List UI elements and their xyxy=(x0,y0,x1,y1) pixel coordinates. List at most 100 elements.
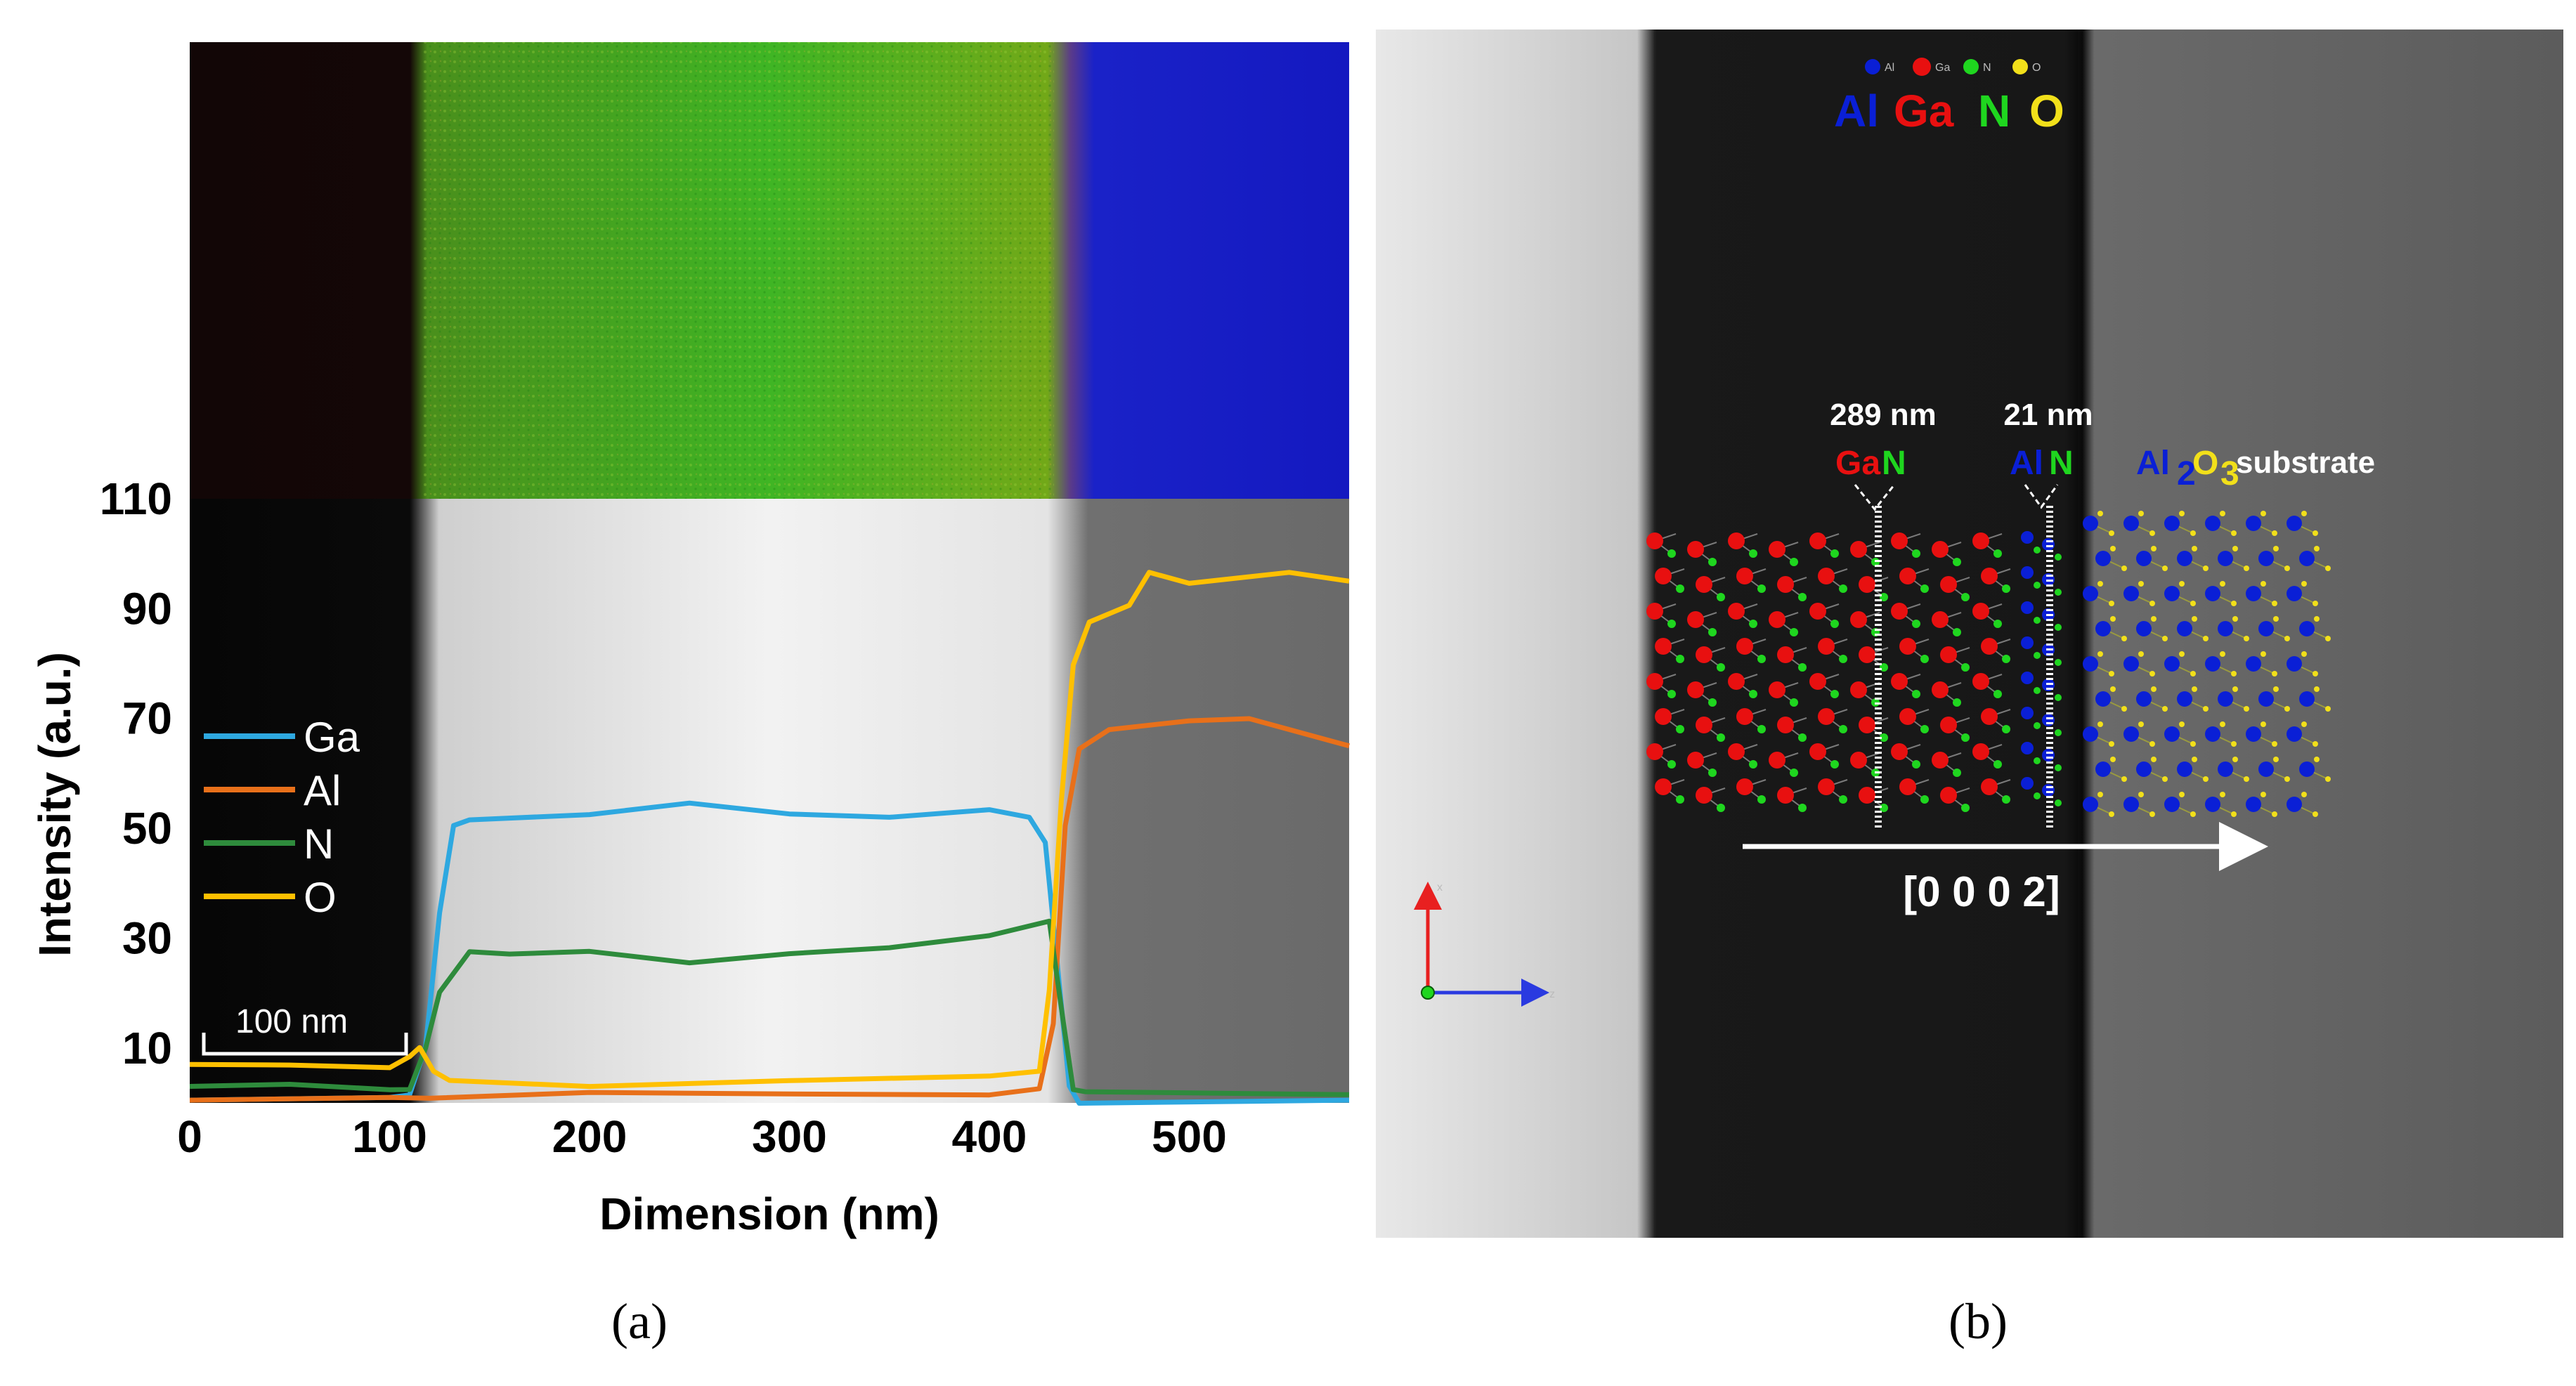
lattice-n-atom xyxy=(1717,663,1725,672)
lattice-ga-atom xyxy=(1981,708,1998,725)
lattice-o-atom xyxy=(2097,651,2103,657)
lattice-ga-atom xyxy=(1899,778,1916,795)
aln-pointer xyxy=(2024,484,2059,509)
lattice-o-atom xyxy=(2151,686,2157,692)
lattice-al-atom xyxy=(2286,797,2302,812)
lattice-al-atom xyxy=(2021,777,2034,790)
axis-triad: x z xyxy=(1414,882,1555,1007)
lattice-al-atom xyxy=(2299,761,2315,777)
lattice-o-atom xyxy=(2138,792,2144,797)
lattice-al-atom xyxy=(2021,601,2034,614)
legend-big-al: Al xyxy=(1834,86,1879,136)
x-axis-title: Dimension (nm) xyxy=(599,1189,939,1239)
lattice-o-atom xyxy=(2203,565,2209,571)
lattice-o-atom xyxy=(2121,776,2127,782)
lattice-n-atom xyxy=(2002,725,2010,733)
lattice-n-atom xyxy=(1912,690,1920,698)
lattice-al-atom xyxy=(2136,621,2152,636)
lattice-o-atom xyxy=(2301,511,2307,516)
lattice-o-atom xyxy=(2162,776,2168,782)
lattice-n-atom xyxy=(1953,769,1961,777)
lattice-n-atom xyxy=(2055,624,2062,631)
lattice-o-atom xyxy=(2149,741,2155,747)
lattice-o-atom xyxy=(2284,776,2290,782)
lattice-n-atom xyxy=(1749,760,1757,769)
lattice-ga-atom xyxy=(1850,681,1867,698)
lattice-o-atom xyxy=(2097,721,2103,727)
lattice-n-atom xyxy=(1749,690,1757,698)
lattice-n-atom xyxy=(1920,655,1929,663)
lattice-al-atom xyxy=(2021,707,2034,719)
lattice-al-atom xyxy=(2218,551,2233,566)
lattice-al-atom xyxy=(2177,761,2192,777)
lattice-o-atom xyxy=(2110,686,2116,692)
lattice-al-atom xyxy=(2258,691,2274,707)
lattice-n-atom xyxy=(1961,804,1970,812)
lattice-o-atom xyxy=(2162,636,2168,641)
lattice-n-atom xyxy=(1993,549,2002,558)
lattice-n-atom xyxy=(1830,549,1839,558)
lattice-o-atom xyxy=(2273,686,2279,692)
lattice-o-atom xyxy=(2312,741,2318,747)
lattice-al-atom xyxy=(2123,586,2139,601)
lattice-o-atom xyxy=(2110,546,2116,551)
lattice-ga-atom xyxy=(1769,611,1785,628)
lattice-n-atom xyxy=(1667,620,1676,628)
gan-label-ga: Ga xyxy=(1835,445,1880,482)
direction-label: [0 0 0 2] xyxy=(1903,868,2060,915)
aln-thickness: 21 nm xyxy=(2003,398,2093,432)
lattice-n-atom xyxy=(2002,655,2010,663)
lattice-n-atom xyxy=(2002,795,2010,804)
lattice-o-atom xyxy=(2179,721,2185,727)
lattice-al-atom xyxy=(2177,691,2192,707)
lattice-n-atom xyxy=(1920,725,1929,733)
lattice-n-atom xyxy=(1798,663,1807,672)
lattice-ga-atom xyxy=(1899,568,1916,584)
substrate-sub-2: 2 xyxy=(2177,455,2196,492)
lattice-o-atom xyxy=(2220,511,2225,516)
lattice-n-atom xyxy=(1708,558,1717,566)
substrate-sub-3: 3 xyxy=(2220,455,2239,492)
lattice-o-atom xyxy=(2149,671,2155,676)
lattice-ga-atom xyxy=(1769,541,1785,558)
series-line-o xyxy=(189,570,1350,1090)
lattice-al-atom xyxy=(2136,551,2152,566)
legend-small-o: O xyxy=(2032,62,2041,74)
lattice-o-atom xyxy=(2149,601,2155,606)
lattice-al-atom xyxy=(2136,691,2152,707)
lattice-o-atom xyxy=(2220,721,2225,727)
lattice-o-atom xyxy=(2301,581,2307,587)
legend-big-n: N xyxy=(1978,86,2010,136)
legend-label-ga: Ga xyxy=(304,714,360,761)
lattice-al-atom xyxy=(2286,586,2302,601)
lattice-o-atom xyxy=(2192,686,2197,692)
lattice-n-atom xyxy=(1717,733,1725,742)
lattice-al-atom xyxy=(2123,656,2139,672)
lattice-n-atom xyxy=(1920,795,1929,804)
lattice-ga-atom xyxy=(1940,576,1957,593)
axis-origin xyxy=(1421,986,1435,1000)
substrate-annotation: Al 2 O 3 substrate xyxy=(2136,445,2375,492)
lattice-al-atom xyxy=(2042,784,2055,797)
lattice-n-atom xyxy=(2034,757,2041,764)
lattice-n-atom xyxy=(2055,729,2062,736)
lattice-al-atom xyxy=(2218,621,2233,636)
legend-al-atom xyxy=(1865,59,1880,74)
lattice-o-atom xyxy=(2121,706,2127,712)
lattice-n-atom xyxy=(1880,733,1888,742)
lattice-n-atom xyxy=(2055,659,2062,666)
lattice-n-atom xyxy=(1667,690,1676,698)
lattice-al-atom xyxy=(2246,656,2261,672)
lattice-n-atom xyxy=(1708,628,1717,636)
lattice-n-atom xyxy=(1676,655,1684,663)
lattice-o-atom xyxy=(2314,616,2320,622)
series-line-n xyxy=(189,918,1350,1097)
lattice-ga-atom xyxy=(1932,541,1949,558)
lattice-o-atom xyxy=(2312,601,2318,606)
lattice-ga-atom xyxy=(1687,611,1704,628)
lattice-o-atom xyxy=(2273,546,2279,551)
y-axis-title: Intensity (a.u.) xyxy=(30,652,80,957)
lattice-ga-atom xyxy=(1769,752,1785,769)
lattice-o-atom xyxy=(2231,811,2237,817)
